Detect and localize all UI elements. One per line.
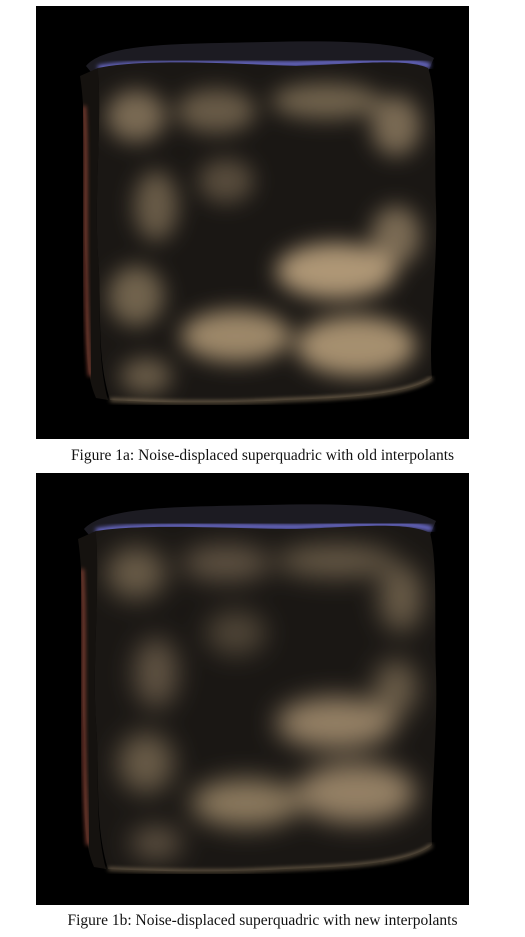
superquadric-render-old: [80, 41, 437, 404]
superquadric-render-new: [78, 504, 437, 873]
figure-1a-caption: Figure 1a: Noise-displaced superquadric …: [70, 447, 455, 464]
figure-1b-caption: Figure 1b: Noise-displaced superquadric …: [67, 912, 458, 929]
figure-1b-image: [36, 473, 469, 905]
figure-1a-image: [36, 6, 469, 439]
